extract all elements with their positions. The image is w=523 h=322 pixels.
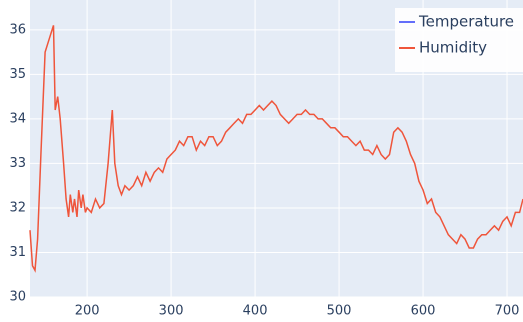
- y-tick-label: 32: [9, 200, 26, 215]
- legend: Temperature Humidity: [395, 8, 523, 72]
- x-tick-label: 500: [327, 304, 352, 319]
- line: [29, 25, 523, 273]
- legend-label: Temperature: [418, 13, 514, 31]
- x-tick-label: 400: [243, 304, 268, 319]
- y-tick-label: 34: [9, 111, 26, 126]
- x-tick-label: 300: [159, 304, 184, 319]
- x-tick-label: 700: [495, 304, 520, 319]
- legend-label: Humidity: [419, 39, 487, 57]
- x-tick-label: 600: [411, 304, 436, 319]
- y-tick-label: 30: [9, 290, 26, 305]
- y-tick-label: 33: [9, 156, 26, 171]
- legend-box: [395, 8, 523, 72]
- y-tick-label: 31: [9, 245, 26, 260]
- y-tick-label: 35: [9, 67, 26, 82]
- x-tick-label: 200: [75, 304, 100, 319]
- y-tick-label: 36: [9, 22, 26, 37]
